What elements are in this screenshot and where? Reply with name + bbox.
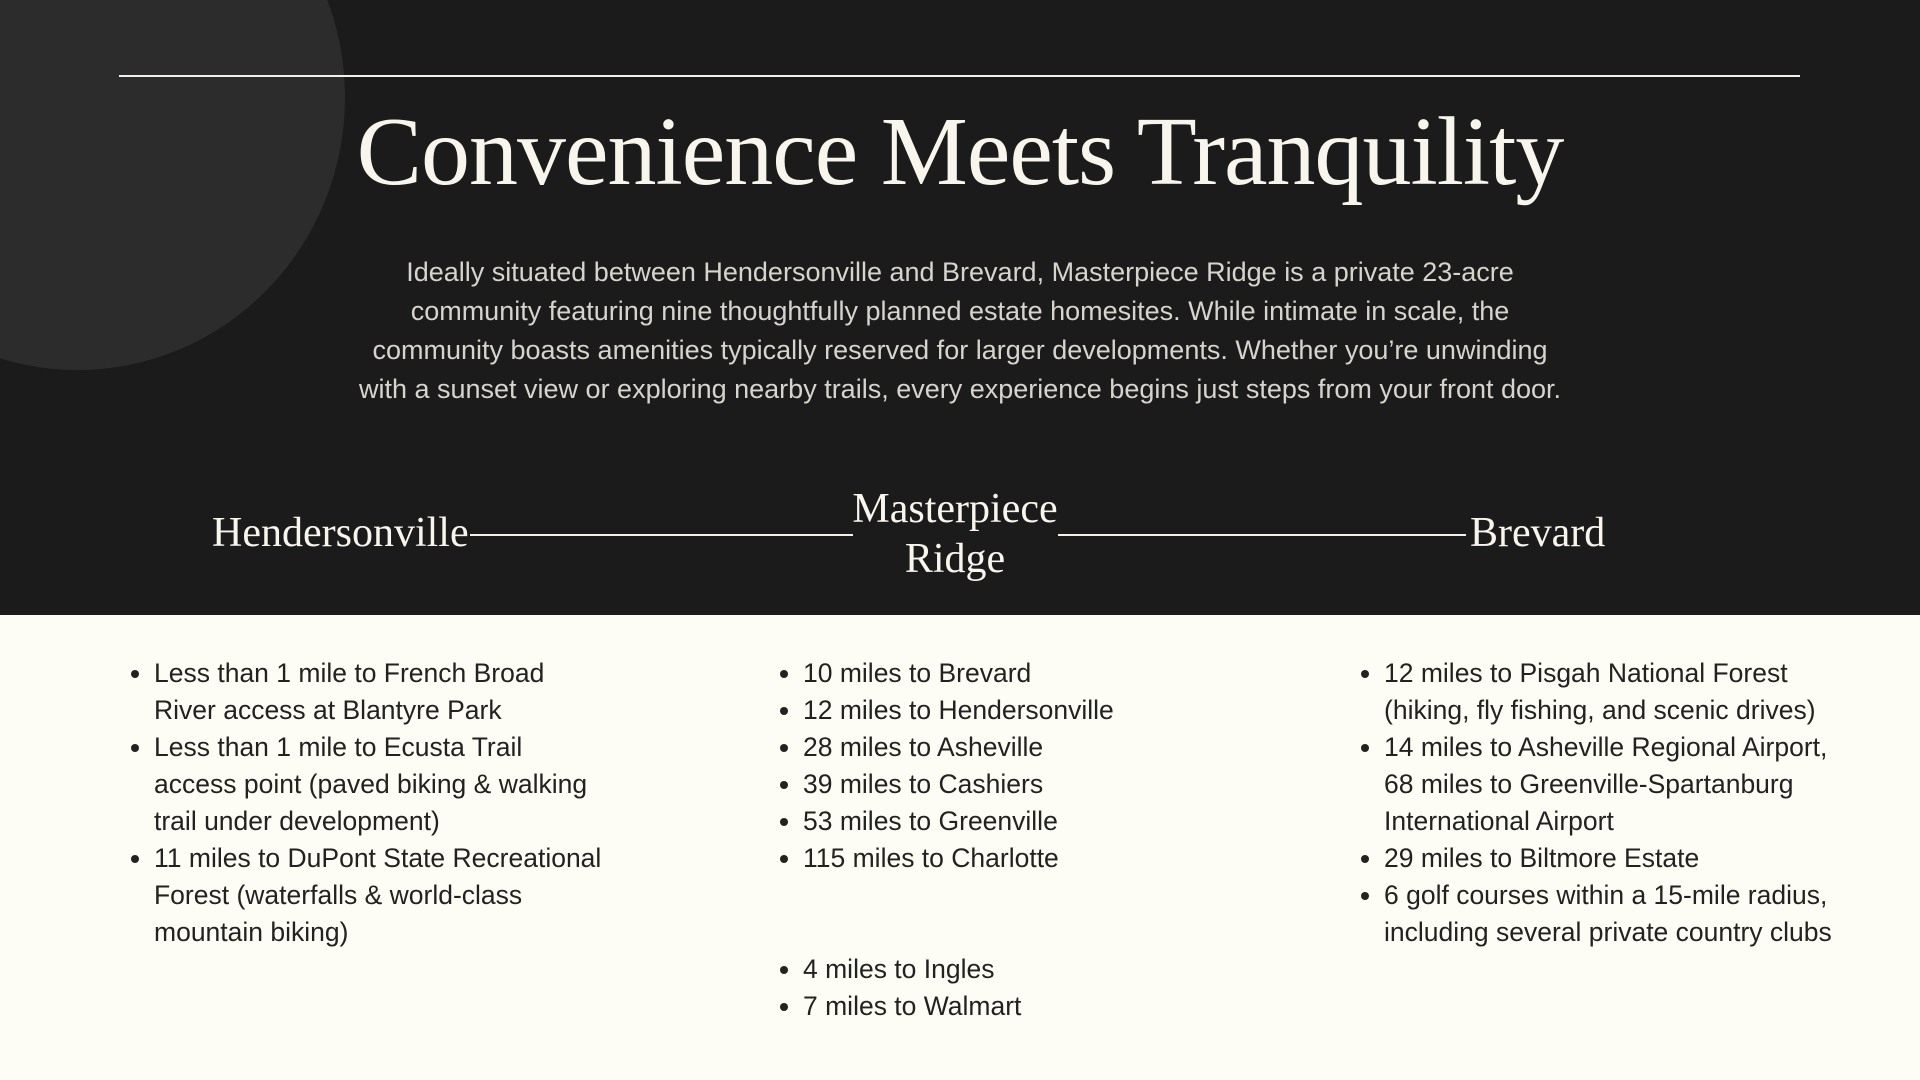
list-item: 115 miles to Charlotte <box>803 840 1223 877</box>
list-item: 28 miles to Asheville <box>803 729 1223 766</box>
route-center-line2: Ridge <box>904 536 1006 582</box>
intro-line: community boasts amenities typically res… <box>372 335 1548 365</box>
intro-paragraph: Ideally situated between Hendersonville … <box>0 253 1920 409</box>
route-left-label: Hendersonville <box>212 510 469 556</box>
intro-line: Ideally situated between Hendersonville … <box>406 257 1514 287</box>
divider-line <box>119 75 1800 77</box>
brevard-list: 12 miles to Pisgah National Forest (hiki… <box>1362 655 1844 951</box>
route-center-line1: Masterpiece <box>852 486 1058 532</box>
list-item: 12 miles to Pisgah National Forest (hiki… <box>1384 655 1844 729</box>
list-item: 7 miles to Walmart <box>803 988 1223 1025</box>
list-item: 39 miles to Cashiers <box>803 766 1223 803</box>
masterpiece-distances-list: 10 miles to Brevard 12 miles to Henderso… <box>781 655 1223 877</box>
masterpiece-shopping-list: 4 miles to Ingles 7 miles to Walmart <box>781 951 1223 1025</box>
list-item: 29 miles to Biltmore Estate <box>1384 840 1844 877</box>
intro-line: with a sunset view or exploring nearby t… <box>358 374 1562 404</box>
list-item: Less than 1 mile to Ecusta Trail access … <box>154 729 604 840</box>
list-item: 4 miles to Ingles <box>803 951 1223 988</box>
list-item: 12 miles to Hendersonville <box>803 692 1223 729</box>
list-item: 53 miles to Greenville <box>803 803 1223 840</box>
list-item: 14 miles to Asheville Regional Airport, … <box>1384 729 1844 840</box>
route-line-right <box>1058 534 1466 536</box>
page-title: Convenience Meets Tranquility <box>356 98 1565 206</box>
route-center-label: Masterpiece Ridge <box>845 484 1065 584</box>
list-item: 10 miles to Brevard <box>803 655 1223 692</box>
route-right-label: Brevard <box>1470 510 1606 556</box>
list-item: 6 golf courses within a 15-mile radius, … <box>1384 877 1844 951</box>
hendersonville-list: Less than 1 mile to French Broad River a… <box>132 655 604 951</box>
header-section: Convenience Meets Tranquility Ideally si… <box>0 0 1920 615</box>
intro-line: community featuring nine thoughtfully pl… <box>410 296 1510 326</box>
list-item: 11 miles to DuPont State Recreational Fo… <box>154 840 604 951</box>
list-item: Less than 1 mile to French Broad River a… <box>154 655 604 729</box>
route-line-left <box>470 534 853 536</box>
